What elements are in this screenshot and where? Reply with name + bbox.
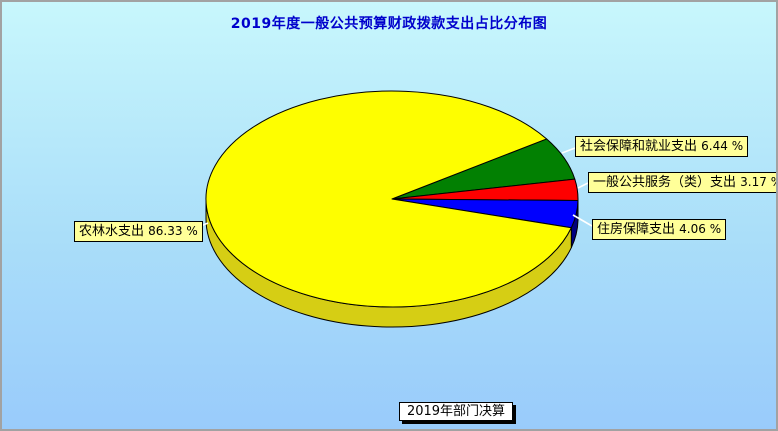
slice-label-text: 一般公共服务（类）支出 bbox=[593, 175, 737, 190]
footer-button[interactable]: 2019年部门决算 bbox=[399, 402, 513, 421]
slice-value: 86.33 % bbox=[148, 224, 198, 238]
slice-label-agriculture: 农林水支出 86.33 % bbox=[74, 221, 203, 242]
slice-label-housing: 住房保障支出 4.06 % bbox=[592, 219, 727, 240]
slice-label-text: 农林水支出 bbox=[79, 224, 145, 239]
chart-title: 2019年度一般公共预算财政拨款支出占比分布图 bbox=[230, 16, 548, 32]
pie-slice-top-3 bbox=[205, 90, 572, 308]
leader-line-2 bbox=[572, 214, 593, 227]
slice-value: 4.06 % bbox=[679, 222, 722, 236]
footer-button-label: 2019年部门决算 bbox=[406, 404, 506, 419]
leader-line-1 bbox=[577, 182, 589, 189]
slice-value: 3.17 % bbox=[740, 175, 778, 189]
slice-label-text: 社会保障和就业支出 bbox=[580, 139, 698, 154]
slice-value: 6.44 % bbox=[701, 139, 744, 153]
leader-line-0 bbox=[561, 147, 576, 154]
slice-label-text: 住房保障支出 bbox=[597, 222, 676, 237]
slice-label-public-service: 一般公共服务（类）支出 3.17 % bbox=[588, 172, 778, 193]
slice-label-social-security: 社会保障和就业支出 6.44 % bbox=[575, 136, 749, 157]
